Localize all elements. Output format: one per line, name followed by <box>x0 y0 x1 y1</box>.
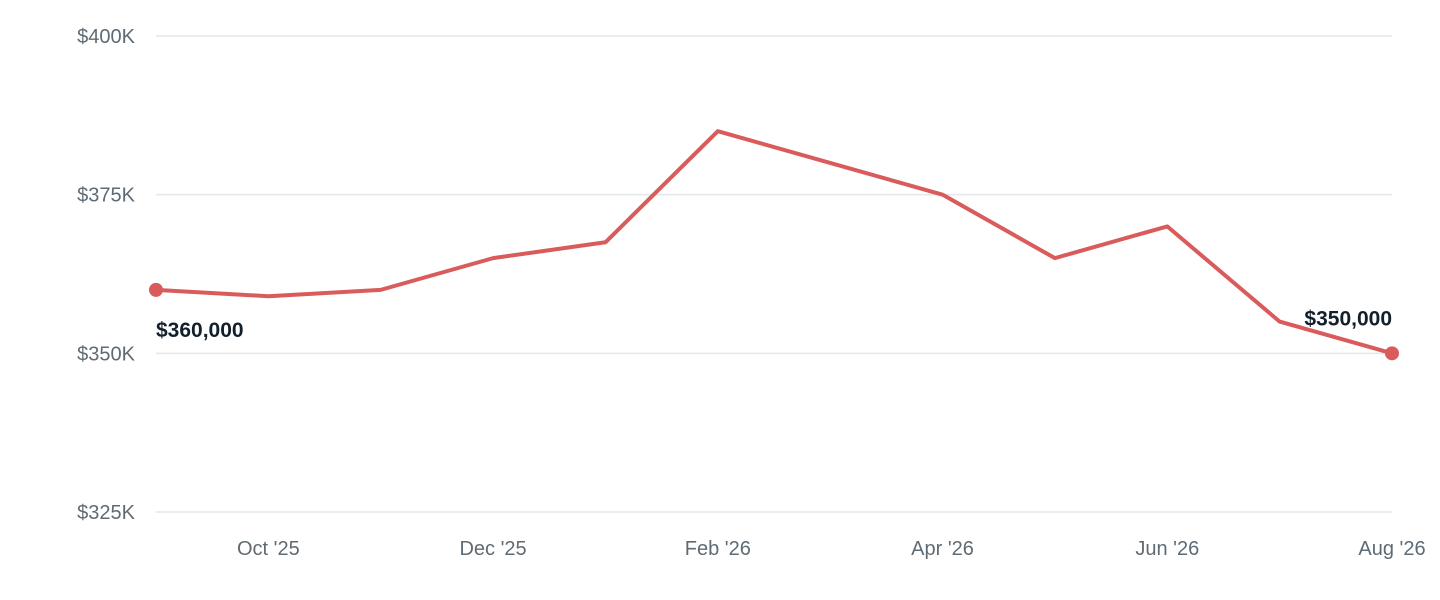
start-point <box>149 282 163 297</box>
x-axis: Oct '25 Dec '25 Feb '26 Apr '26 Jun '26 Aug '… <box>237 538 1426 560</box>
y-tick-label: $350K <box>77 343 135 365</box>
x-tick-label: Dec '25 <box>459 538 526 560</box>
y-tick-label: $375K <box>77 185 135 207</box>
x-tick-label: Jun '26 <box>1135 538 1199 560</box>
series <box>149 129 1399 361</box>
data-label: $350,000 <box>1304 307 1392 330</box>
x-tick-label: Oct '25 <box>237 538 300 560</box>
y-tick-label: $325K <box>77 502 135 524</box>
x-tick-label: Feb '26 <box>685 538 751 560</box>
y-tick-label: $400K <box>77 26 135 48</box>
x-tick-label: Apr '26 <box>911 538 974 560</box>
x-tick-label: Aug '26 <box>1358 538 1425 560</box>
series-line <box>154 129 1394 356</box>
gridlines <box>156 35 1392 513</box>
data-label: $360,000 <box>156 319 244 342</box>
data-labels: $360,000 $350,000 <box>156 307 1392 342</box>
y-axis: $400K $375K $350K $325K <box>77 26 135 524</box>
end-point <box>1385 346 1399 361</box>
